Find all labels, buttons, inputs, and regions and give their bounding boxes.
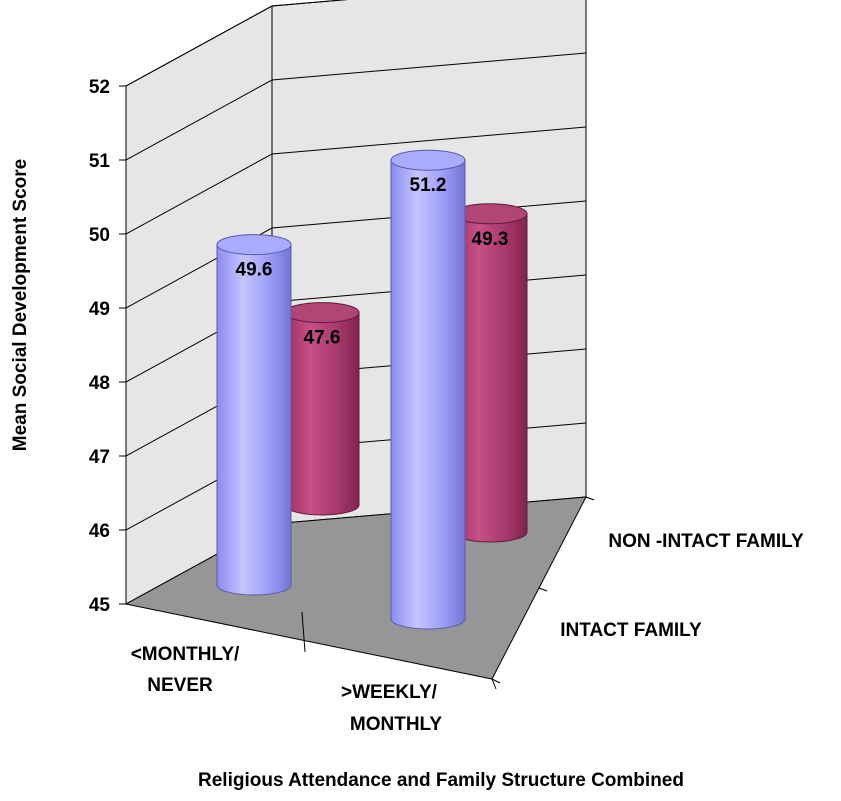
bar: 49.6 (216, 234, 292, 596)
series-label-non-intact-family: NON -INTACT FAMILY (608, 531, 804, 552)
y-tick-label: 51 (89, 151, 111, 172)
y-tick-label: 48 (89, 373, 110, 394)
y-axis-title: Mean Social Development Score (10, 159, 31, 452)
bar-value-label: 49.3 (472, 229, 509, 250)
y-tick-label: 47 (89, 447, 110, 468)
bar-top (216, 234, 292, 256)
gridline (125, 126, 587, 235)
bar-value-label: 51.2 (410, 175, 447, 196)
bar-top (390, 149, 466, 171)
category-label-2-line2: MONTHLY (350, 714, 443, 735)
gridline (125, 0, 348, 87)
depth-tick-mark (585, 496, 595, 501)
x-axis-title: Religious Attendance and Family Structur… (198, 770, 684, 791)
bar-value-label: 47.6 (304, 328, 341, 349)
bar-body (390, 159, 466, 630)
bar-value-label: 49.6 (236, 260, 273, 281)
series-label-intact-family: INTACT FAMILY (560, 620, 702, 641)
bar: 49.3 (452, 203, 528, 543)
bar-body (216, 244, 292, 596)
depth-tick-mark (538, 587, 548, 592)
category-label-2-line1: >WEEKLY/ (341, 682, 438, 703)
y-tick-label: 46 (89, 521, 110, 542)
bar: 47.6 (284, 302, 360, 516)
y-tick-label: 52 (89, 77, 110, 98)
y-tick-label: 50 (89, 225, 110, 246)
y-tick-label: 49 (89, 299, 110, 320)
y-tick-label: 45 (89, 595, 111, 616)
bar: 51.2 (390, 149, 466, 630)
category-label-1-line1: <MONTHLY/ (131, 644, 240, 665)
bar-top (284, 302, 360, 324)
category-label-1-line2: NEVER (147, 675, 213, 696)
depth-tick-mark (491, 678, 501, 684)
x-tick-mark (301, 611, 306, 653)
x-tick-mark (491, 678, 497, 690)
gridline (125, 52, 587, 161)
